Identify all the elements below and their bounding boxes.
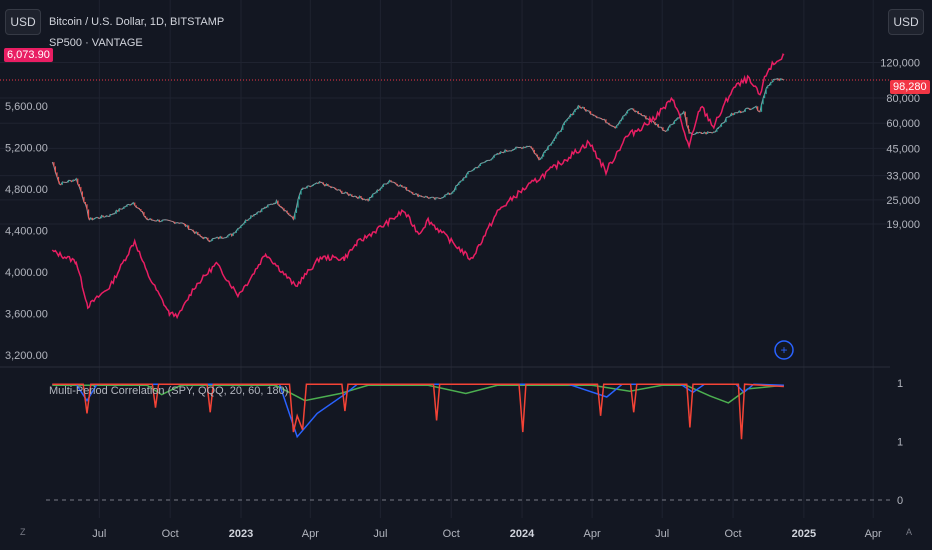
x-tick-label: Jul	[373, 528, 387, 540]
left-y-tick-label: 3,600.00	[5, 309, 48, 321]
auto-scale-button[interactable]: A	[906, 527, 913, 537]
indicator-y-tick-label: 1	[897, 437, 903, 449]
svg-text:+: +	[780, 343, 787, 357]
right-y-tick-label: 120,000	[880, 57, 920, 69]
main-price-pane[interactable]	[0, 53, 890, 320]
corr-180-line[interactable]	[52, 384, 784, 404]
indicator-y-tick-label: 1	[897, 378, 903, 390]
x-tick-label: Apr	[584, 528, 601, 540]
x-tick-label: 2024	[510, 528, 535, 540]
right-y-tick-label: 33,000	[886, 171, 920, 183]
right-y-tick-label: 45,000	[886, 143, 920, 155]
x-tick-label: Apr	[865, 528, 882, 540]
left-y-tick-label: 5,200.00	[5, 143, 48, 155]
correlation-pane[interactable]	[46, 383, 890, 501]
left-y-tick-label: 5,600.00	[5, 101, 48, 113]
btc-last-price-tag: 98,280	[890, 80, 930, 94]
right-y-tick-label: 80,000	[886, 93, 920, 105]
left-y-tick-label: 3,200.00	[5, 350, 48, 362]
x-tick-label: Jul	[655, 528, 669, 540]
corr-20-line[interactable]	[52, 383, 784, 440]
left-y-tick-label: 4,000.00	[5, 267, 48, 279]
indicator-title[interactable]: Multi-Period Correlation (SPY, QQQ, 20, …	[49, 385, 289, 397]
grid-lines	[0, 0, 890, 518]
sp500-last-price-tag: 6,073.90	[4, 48, 53, 62]
right-y-tick-label: 19,000	[886, 219, 920, 231]
right-y-tick-label: 25,000	[886, 195, 920, 207]
axes-labels: Jul Oct 2023 Apr Jul Oct 2024 Apr Jul Oct 2025 Apr 1…	[5, 57, 920, 540]
overlay-series-title[interactable]: SP500 · VANTAGE	[49, 37, 143, 49]
left-y-tick-label: 4,800.00	[5, 184, 48, 196]
left-currency-button[interactable]: USD	[5, 9, 41, 35]
right-currency-button[interactable]: USD	[888, 9, 924, 35]
x-tick-label: Oct	[443, 528, 460, 540]
sp500-line[interactable]	[51, 53, 785, 320]
main-series-title[interactable]: Bitcoin / U.S. Dollar, 1D, BITSTAMP	[49, 16, 225, 28]
left-y-tick-label: 4,400.00	[5, 226, 48, 238]
x-tick-label: Oct	[724, 528, 741, 540]
x-tick-label: 2023	[229, 528, 253, 540]
x-tick-label: Apr	[302, 528, 319, 540]
indicator-y-tick-label: 0	[897, 495, 903, 507]
x-tick-label: Jul	[92, 528, 106, 540]
timezone-button[interactable]: Z	[20, 527, 26, 537]
right-y-tick-label: 60,000	[886, 118, 920, 130]
add-alert-icon[interactable]: +	[774, 340, 794, 360]
x-tick-label: 2025	[792, 528, 816, 540]
x-tick-label: Oct	[162, 528, 179, 540]
